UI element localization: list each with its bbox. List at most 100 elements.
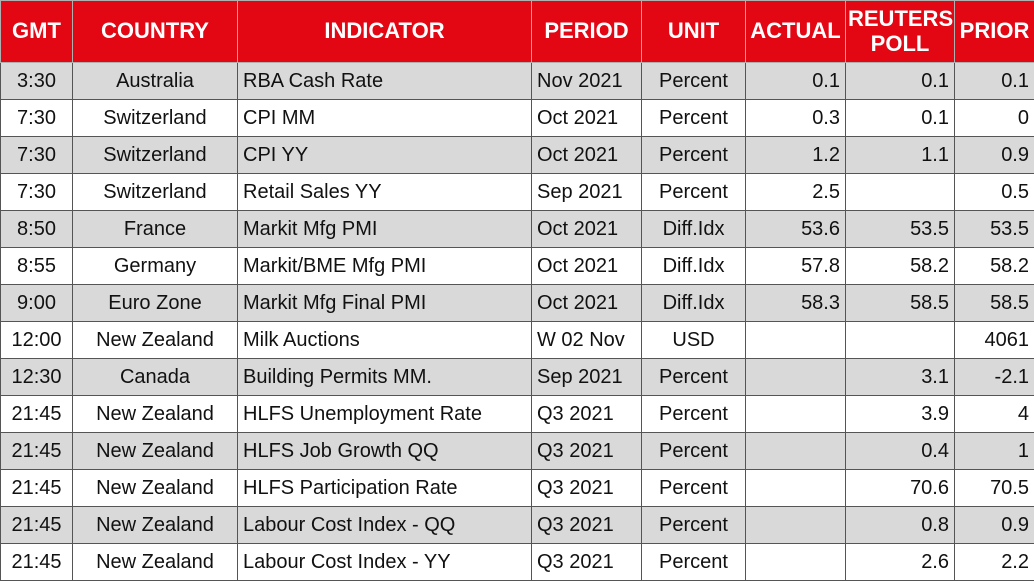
prior-cell: 2.2 (955, 544, 1034, 581)
reuters-poll-cell (846, 322, 955, 359)
actual-cell (746, 359, 846, 396)
unit-cell: Percent (642, 544, 746, 581)
reuters-poll-cell: 58.5 (846, 285, 955, 322)
prior-cell: 53.5 (955, 211, 1034, 248)
indicator-cell: Markit Mfg PMI (238, 211, 532, 248)
unit-cell: Percent (642, 100, 746, 137)
period-cell: Q3 2021 (532, 470, 642, 507)
indicator-cell: CPI YY (238, 137, 532, 174)
unit-cell: Percent (642, 174, 746, 211)
indicator-cell: Milk Auctions (238, 322, 532, 359)
prior-cell: 4 (955, 396, 1034, 433)
country-cell: Canada (73, 359, 238, 396)
indicator-cell: Labour Cost Index - QQ (238, 507, 532, 544)
indicator-cell: HLFS Job Growth QQ (238, 433, 532, 470)
gmt-cell: 21:45 (1, 433, 73, 470)
gmt-cell: 8:50 (1, 211, 73, 248)
indicator-cell: HLFS Unemployment Rate (238, 396, 532, 433)
prior-cell: -2.1 (955, 359, 1034, 396)
period-cell: W 02 Nov (532, 322, 642, 359)
reuters-poll-cell: 0.8 (846, 507, 955, 544)
period-cell: Q3 2021 (532, 544, 642, 581)
indicator-cell: Markit Mfg Final PMI (238, 285, 532, 322)
prior-cell: 0.1 (955, 63, 1034, 100)
country-cell: Germany (73, 248, 238, 285)
gmt-cell: 7:30 (1, 137, 73, 174)
country-cell: Switzerland (73, 174, 238, 211)
period-cell: Oct 2021 (532, 248, 642, 285)
header-cell: REUTERS POLL (846, 1, 955, 63)
actual-cell: 0.3 (746, 100, 846, 137)
country-cell: New Zealand (73, 470, 238, 507)
prior-cell: 0.9 (955, 137, 1034, 174)
header-cell: UNIT (642, 1, 746, 63)
gmt-cell: 21:45 (1, 396, 73, 433)
country-cell: France (73, 211, 238, 248)
gmt-cell: 3:30 (1, 63, 73, 100)
reuters-poll-cell: 58.2 (846, 248, 955, 285)
period-cell: Oct 2021 (532, 137, 642, 174)
country-cell: Switzerland (73, 100, 238, 137)
country-cell: New Zealand (73, 396, 238, 433)
unit-cell: Percent (642, 137, 746, 174)
unit-cell: Percent (642, 507, 746, 544)
unit-cell: Percent (642, 433, 746, 470)
reuters-poll-cell: 70.6 (846, 470, 955, 507)
period-cell: Oct 2021 (532, 285, 642, 322)
unit-cell: Percent (642, 359, 746, 396)
gmt-cell: 7:30 (1, 174, 73, 211)
actual-cell: 53.6 (746, 211, 846, 248)
period-cell: Oct 2021 (532, 100, 642, 137)
period-cell: Nov 2021 (532, 63, 642, 100)
gmt-cell: 12:00 (1, 322, 73, 359)
unit-cell: Diff.Idx (642, 211, 746, 248)
prior-cell: 4061 (955, 322, 1034, 359)
unit-cell: Percent (642, 396, 746, 433)
unit-cell: USD (642, 322, 746, 359)
actual-cell: 57.8 (746, 248, 846, 285)
reuters-poll-cell: 0.4 (846, 433, 955, 470)
indicator-cell: RBA Cash Rate (238, 63, 532, 100)
reuters-poll-cell: 1.1 (846, 137, 955, 174)
gmt-cell: 21:45 (1, 470, 73, 507)
gmt-cell: 7:30 (1, 100, 73, 137)
period-cell: Q3 2021 (532, 396, 642, 433)
reuters-poll-cell: 53.5 (846, 211, 955, 248)
gmt-cell: 8:55 (1, 248, 73, 285)
country-cell: New Zealand (73, 544, 238, 581)
header-cell: ACTUAL (746, 1, 846, 63)
period-cell: Sep 2021 (532, 174, 642, 211)
actual-cell (746, 433, 846, 470)
indicator-cell: Labour Cost Index - YY (238, 544, 532, 581)
reuters-poll-cell (846, 174, 955, 211)
indicator-cell: Retail Sales YY (238, 174, 532, 211)
header-cell: GMT (1, 1, 73, 63)
indicator-cell: CPI MM (238, 100, 532, 137)
country-cell: Australia (73, 63, 238, 100)
actual-cell: 58.3 (746, 285, 846, 322)
prior-cell: 0 (955, 100, 1034, 137)
actual-cell: 0.1 (746, 63, 846, 100)
reuters-poll-cell: 3.9 (846, 396, 955, 433)
actual-cell (746, 470, 846, 507)
prior-cell: 58.2 (955, 248, 1034, 285)
period-cell: Oct 2021 (532, 211, 642, 248)
reuters-poll-cell: 0.1 (846, 100, 955, 137)
gmt-cell: 21:45 (1, 507, 73, 544)
reuters-poll-cell: 3.1 (846, 359, 955, 396)
country-cell: Euro Zone (73, 285, 238, 322)
